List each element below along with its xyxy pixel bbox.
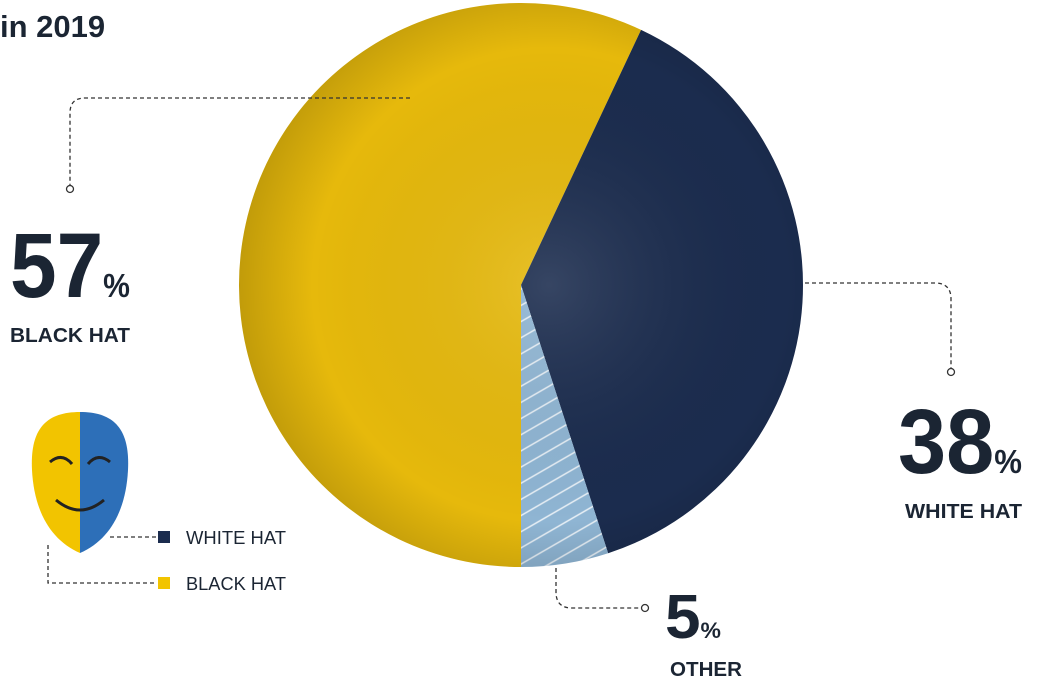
category-label: OTHER <box>670 659 743 681</box>
leader-line <box>555 568 640 609</box>
category-label: WHITE HAT <box>905 501 1022 523</box>
value-label: 5% <box>665 583 721 652</box>
leader-line <box>69 97 410 185</box>
legend-swatch <box>158 531 170 543</box>
legend-connector <box>47 545 156 584</box>
legend-swatch <box>158 577 170 589</box>
leader-dot <box>65 184 75 194</box>
legend: WHITE HAT BLACK HAT <box>158 528 286 594</box>
legend-label: WHITE HAT <box>186 528 286 548</box>
leader-dot <box>946 367 956 377</box>
mask-icon <box>31 412 129 553</box>
chart-title: in 2019 <box>0 9 105 44</box>
value-label: 57% <box>10 215 130 317</box>
pie <box>238 3 803 568</box>
leader-line <box>805 282 952 368</box>
value-label: 38% <box>898 391 1022 493</box>
leader-dot <box>640 603 650 613</box>
category-label: BLACK HAT <box>10 325 130 347</box>
legend-label: BLACK HAT <box>186 574 286 594</box>
